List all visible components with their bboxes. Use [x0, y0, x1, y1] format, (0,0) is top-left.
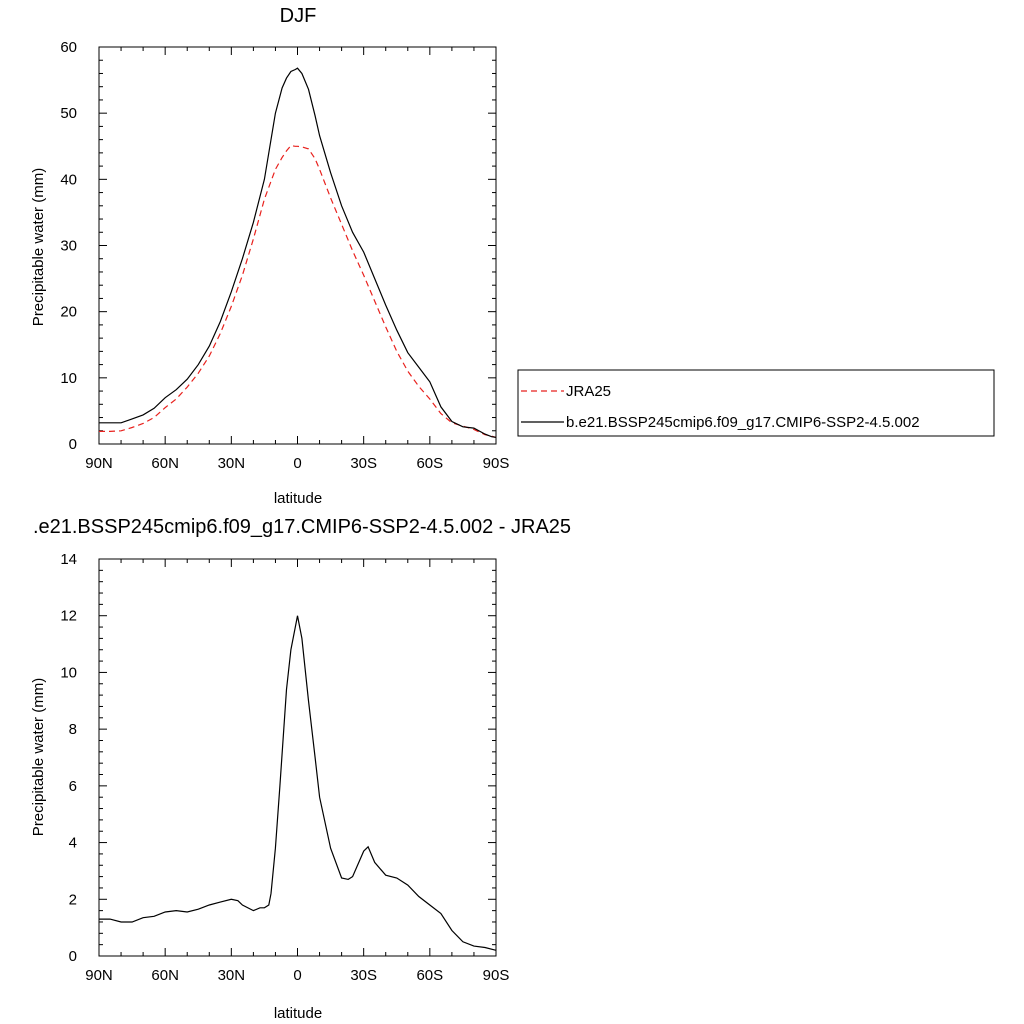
- y-axis-label: Precipitable water (mm): [30, 678, 47, 836]
- x-tick-label: 90N: [85, 455, 113, 472]
- y-tick-label: 60: [60, 39, 77, 56]
- axes: 90N 60N 30N 0 30S 60S 90S 0 2 4 6 8 10 12 14: [60, 551, 509, 984]
- x-tick-label: 60S: [416, 455, 443, 472]
- chart-title: .e21.BSSP245cmip6.f09_g17.CMIP6-SSP2-4.5…: [33, 516, 571, 538]
- x-tick-label: 60N: [151, 967, 179, 984]
- panel-difference: .e21.BSSP245cmip6.f09_g17.CMIP6-SSP2-4.5…: [30, 516, 571, 1022]
- x-tick-label: 30S: [350, 967, 377, 984]
- x-axis-label: latitude: [274, 490, 322, 507]
- legend-label-jra25: JRA25: [566, 383, 611, 400]
- y-tick-label: 0: [69, 436, 77, 453]
- legend-label-model: b.e21.BSSP245cmip6.f09_g17.CMIP6-SSP2-4.…: [566, 414, 920, 431]
- y-tick-label: 0: [69, 948, 77, 965]
- plot-frame: [98, 46, 497, 445]
- chart-title: DJF: [280, 5, 317, 27]
- y-tick-label: 12: [60, 608, 77, 625]
- y-tick-label: 10: [60, 664, 77, 681]
- y-tick-label: 20: [60, 304, 77, 321]
- series-line-b-e21-bssp245cmip6-f09-g17-cmip6-ssp2-4-5-002: [99, 67, 497, 438]
- x-tick-label: 0: [293, 967, 301, 984]
- legend: JRA25 b.e21.BSSP245cmip6.f09_g17.CMIP6-S…: [517, 369, 995, 437]
- series-line-jra25: [99, 144, 497, 438]
- y-tick-label: 40: [60, 171, 77, 188]
- legend-box: [517, 369, 995, 437]
- y-tick-label: 10: [60, 370, 77, 387]
- y-tick-label: 50: [60, 105, 77, 122]
- y-axis-label: Precipitable water (mm): [30, 168, 47, 326]
- x-tick-label: 90S: [483, 455, 510, 472]
- panel-djf: DJF Precipitable water (mm) latitude 90N…: [30, 5, 509, 507]
- y-tick-label: 8: [69, 721, 77, 738]
- y-tick-label: 14: [60, 551, 77, 568]
- x-tick-label: 90S: [483, 967, 510, 984]
- y-tick-label: 2: [69, 891, 77, 908]
- y-tick-label: 6: [69, 778, 77, 795]
- y-tick-label: 30: [60, 238, 77, 255]
- x-tick-label: 30N: [218, 967, 246, 984]
- x-tick-label: 90N: [85, 967, 113, 984]
- x-tick-label: 60S: [416, 967, 443, 984]
- x-tick-label: 0: [293, 455, 301, 472]
- y-tick-label: 4: [69, 835, 77, 852]
- x-tick-label: 30S: [350, 455, 377, 472]
- series-lines: [99, 67, 497, 438]
- x-tick-label: 60N: [151, 455, 179, 472]
- series-line-difference: [99, 615, 497, 951]
- x-axis-label: latitude: [274, 1005, 322, 1022]
- series-lines: [99, 615, 497, 951]
- x-tick-label: 30N: [218, 455, 246, 472]
- axes: 90N 60N 30N 0 30S 60S 90S 0 10 20 30 40 50 60: [60, 39, 509, 472]
